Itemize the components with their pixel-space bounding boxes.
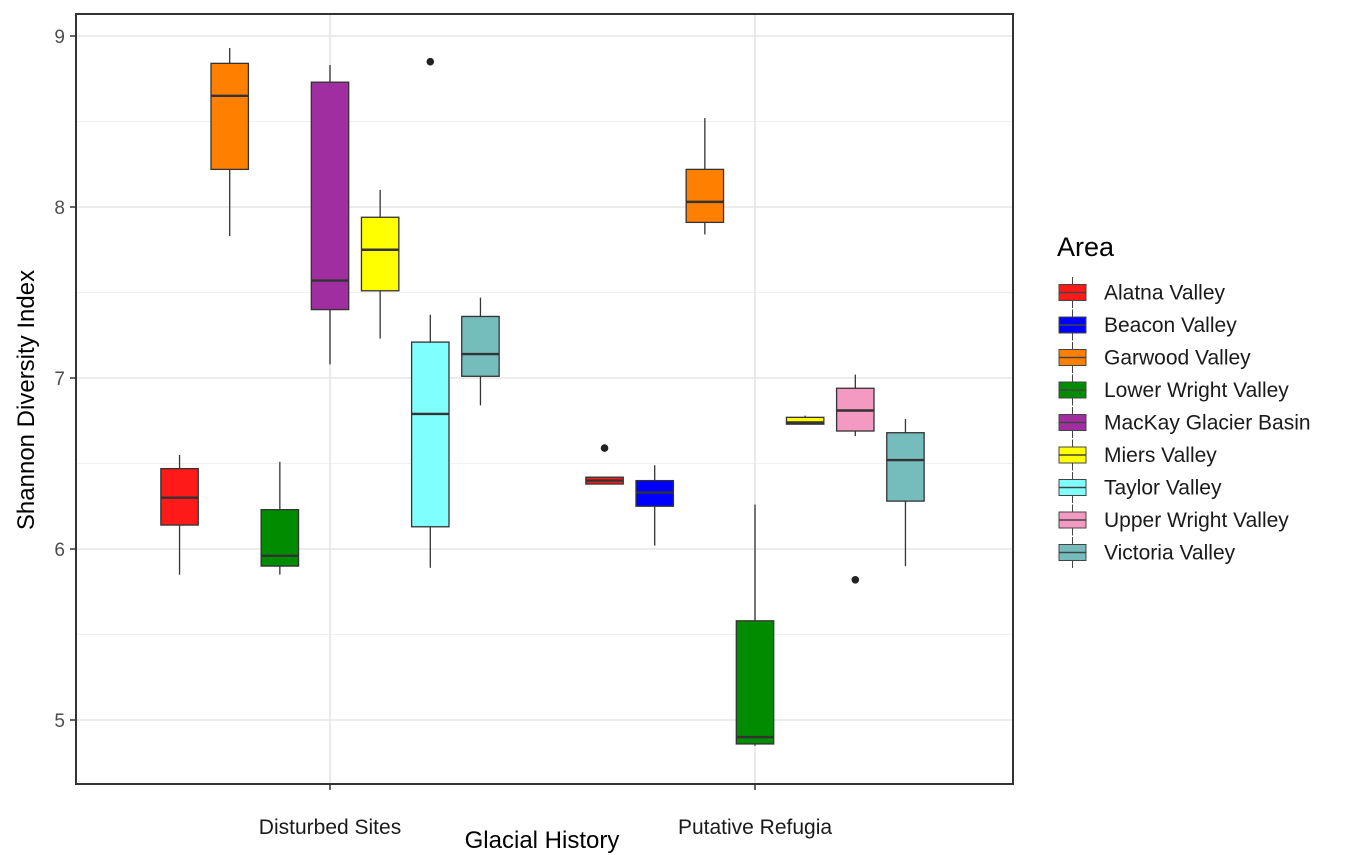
box-body [886,432,925,502]
y-tick-label: 8 [54,198,65,219]
box-body [310,81,350,311]
box-lower-wright-valley [260,461,300,575]
box-lower-wright-valley [735,504,775,746]
box-garwood-valley [210,47,250,237]
box-alatna-valley [160,454,199,575]
box-body [260,509,300,567]
legend-label: MacKay Glacier Basin [1104,412,1311,435]
legend-item-beacon-valley: Beacon Valley [1058,309,1237,341]
y-tick-label: 5 [54,711,65,732]
y-axis: 5 6 7 8 9 [54,27,76,732]
box-miers-valley [785,415,825,425]
legend-label: Upper Wright Valley [1104,509,1289,532]
box-alatna-valley [585,444,624,485]
box-victoria-valley [461,297,500,406]
y-tick-label: 7 [54,369,65,390]
box-body [360,216,400,292]
x-tick-label: Putative Refugia [678,816,832,839]
legend-label: Lower Wright Valley [1104,379,1289,402]
legend-label: Victoria Valley [1104,542,1236,565]
box-beacon-valley [635,465,675,546]
box-body [210,62,250,171]
legend-item-lower-wright-valley: Lower Wright Valley [1058,374,1289,406]
box-layer [160,47,925,746]
legend-label: Alatna Valley [1104,282,1226,305]
box-miers-valley [360,189,400,339]
legend: Alatna Valley Beacon Valley Garwood Valley… [1058,277,1311,568]
y-axis-title: Shannon Diversity Index [13,270,40,530]
grid-lines [76,14,1013,784]
box-body [685,168,725,224]
box-taylor-valley [410,57,450,568]
legend-title: Area [1057,232,1115,262]
legend-label: Taylor Valley [1104,477,1222,500]
box-body [410,341,450,528]
y-tick-label: 9 [54,27,65,48]
x-axis-title: Glacial History [465,827,620,854]
y-tick-label: 6 [54,540,65,561]
legend-label: Garwood Valley [1104,347,1251,370]
box-body [461,315,500,377]
box-body [735,620,775,745]
box-victoria-valley [886,419,925,567]
box-garwood-valley [685,118,725,235]
legend-label: Miers Valley [1104,444,1217,467]
box-upper-wright-valley [835,374,875,584]
legend-item-victoria-valley: Victoria Valley [1058,537,1236,568]
plot-panel-border [75,13,1014,785]
outlier-point [600,444,609,452]
x-tick-label: Disturbed Sites [259,816,401,839]
legend-item-taylor-valley: Taylor Valley [1058,472,1222,503]
outlier-point [426,57,435,66]
legend-item-garwood-valley: Garwood Valley [1058,342,1251,373]
outlier-point [851,575,860,584]
box-mackay-glacier-basin [310,65,350,365]
legend-item-miers-valley: Miers Valley [1058,439,1217,471]
legend-item-alatna-valley: Alatna Valley [1058,277,1226,308]
box-body [785,416,825,425]
legend-item-upper-wright-valley: Upper Wright Valley [1058,504,1289,536]
legend-label: Beacon Valley [1104,314,1237,337]
legend-item-mackay-glacier-basin: MacKay Glacier Basin [1058,407,1311,438]
x-axis: Disturbed Sites Putative Refugia [259,784,832,839]
